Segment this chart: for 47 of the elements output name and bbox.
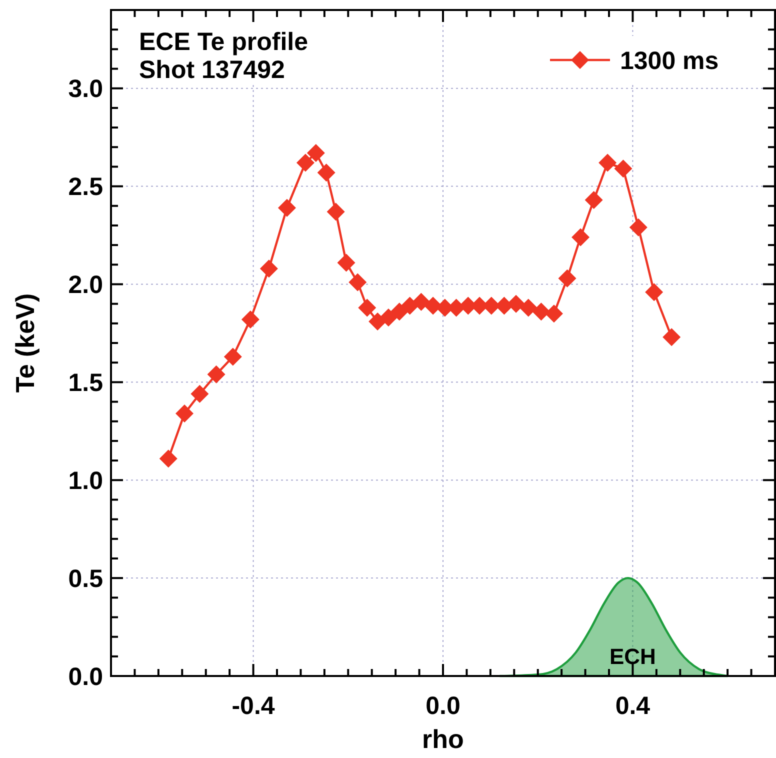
point — [412, 292, 430, 311]
point — [532, 302, 550, 321]
point — [390, 302, 408, 321]
point — [572, 228, 590, 246]
point — [224, 348, 242, 366]
point — [400, 296, 419, 315]
text: Shot 137492 — [139, 56, 285, 84]
point — [558, 269, 576, 288]
x-tick-label: 0.0 — [426, 692, 460, 720]
point — [207, 365, 226, 384]
y-tick-label: 2.0 — [68, 270, 103, 299]
point — [260, 260, 278, 278]
point — [306, 144, 325, 162]
x-tick-label: -0.4 — [232, 692, 275, 720]
point — [159, 450, 178, 468]
point — [519, 298, 538, 317]
point — [544, 304, 563, 323]
legend-label: 1300 ms — [620, 46, 719, 75]
point — [629, 218, 648, 236]
annotation: ECH — [609, 644, 656, 669]
y-tick-label: 0.0 — [68, 662, 103, 691]
y-tick-label: 3.0 — [68, 75, 103, 104]
point — [278, 198, 296, 217]
y-tick-label: 2.5 — [68, 173, 104, 202]
y-tick-label: 1.5 — [68, 368, 104, 397]
point — [326, 202, 345, 221]
y-tick-label: 1.0 — [68, 466, 103, 495]
text: ECE Te profile — [139, 28, 308, 56]
point — [358, 298, 376, 317]
point — [645, 283, 664, 302]
point — [190, 384, 209, 403]
x-axis-title: rho — [422, 724, 464, 754]
point — [507, 294, 526, 313]
point — [348, 273, 367, 292]
point — [296, 154, 314, 172]
point — [317, 164, 336, 182]
x-tick-label: 0.4 — [615, 692, 650, 720]
point — [379, 308, 398, 327]
point — [176, 404, 194, 423]
point — [337, 254, 356, 272]
point — [241, 310, 260, 328]
y-tick-label: 0.5 — [68, 564, 104, 593]
point — [662, 328, 681, 346]
point — [614, 160, 632, 178]
point — [584, 191, 603, 210]
point — [598, 154, 617, 172]
y-axis-title: Te (keV) — [10, 293, 40, 393]
